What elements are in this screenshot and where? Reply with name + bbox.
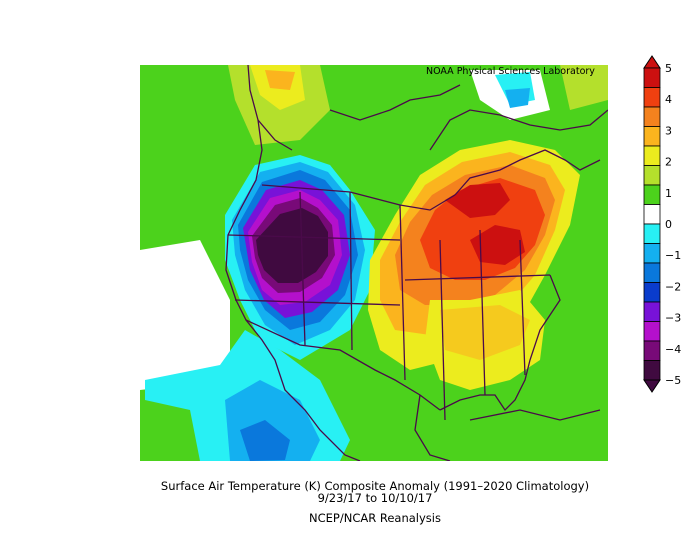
colorbar-tick-label: −2 — [665, 280, 681, 293]
colorbar-bottom-arrow — [643, 379, 661, 393]
colorbar-segment — [643, 301, 661, 322]
colorbar-tick-label: −1 — [665, 249, 681, 262]
colorbar-tick-label: 4 — [665, 93, 672, 106]
map-title: Surface Air Temperature (K) Composite An… — [160, 479, 590, 493]
colorbar-segment — [643, 262, 661, 283]
colorbar-tick-label: 1 — [665, 187, 672, 200]
boundary-lines — [225, 65, 608, 461]
colorbar-segment — [643, 165, 661, 186]
colorbar-segment — [643, 321, 661, 342]
colorbar-tick-label: −3 — [665, 312, 681, 325]
colorbar-segment — [643, 106, 661, 127]
date-range: 9/23/17 to 10/10/17 — [317, 491, 433, 505]
credit-label: NOAA Physical Sciences Laboratory — [426, 66, 595, 77]
colorbar-tick-label: −5 — [665, 374, 681, 387]
data-source: NCEP/NCAR Reanalysis — [309, 511, 441, 525]
colorbar-tick-label: 2 — [665, 156, 672, 169]
anomaly-field — [140, 65, 608, 461]
colorbar-segment — [643, 87, 661, 108]
colorbar-tick-label: −4 — [665, 343, 681, 356]
colorbar-segment — [643, 145, 661, 166]
colorbar-segment — [643, 340, 661, 361]
colorbar-tick-label: 3 — [665, 124, 672, 137]
colorbar-segment — [643, 360, 661, 381]
colorbar-segment — [643, 243, 661, 264]
colorbar-tick-label: 5 — [665, 62, 672, 75]
colorbar-top-arrow — [643, 55, 661, 69]
colorbar-segment — [643, 204, 661, 225]
colorbar: 5 4 3 2 1 0 −1 −2 −3 −4 −5 — [643, 55, 681, 393]
colorbar-segment — [643, 282, 661, 303]
colorbar-tick-label: 0 — [665, 218, 672, 231]
colorbar-segment — [643, 67, 661, 88]
colorbar-segment — [643, 184, 661, 205]
colorbar-segment — [643, 126, 661, 147]
colorbar-segment — [643, 223, 661, 244]
